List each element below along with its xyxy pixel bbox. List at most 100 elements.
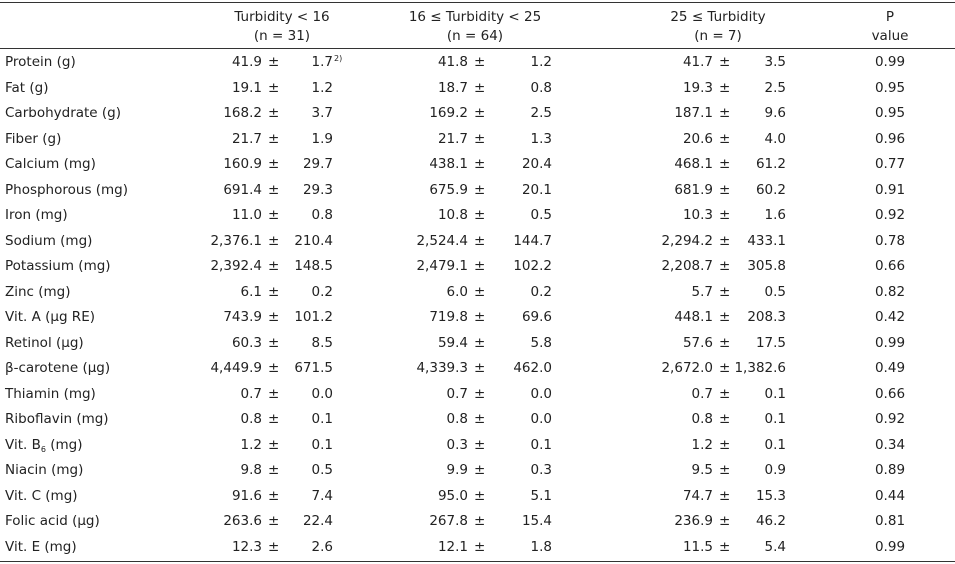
row-label-text: Retinol (μg) (5, 334, 84, 351)
row-label: Carbohydrate (g) (5, 104, 121, 122)
plus-minus: ± (268, 181, 280, 198)
mean-value: 21.7 (231, 130, 262, 147)
sd-value: 1.8 (530, 538, 552, 555)
mean-value: 2,672.0 (661, 360, 713, 376)
mean-value: 169.2 (429, 105, 468, 121)
sd-value: 0.1 (530, 436, 552, 453)
mean-value: 12.1 (437, 538, 468, 555)
plus-minus: ± (474, 513, 486, 529)
mean-value: 11.0 (231, 207, 262, 223)
sd-value: 144.7 (513, 232, 552, 249)
sd-value: 210.4 (294, 232, 333, 249)
plus-minus: ± (719, 181, 731, 198)
plus-minus: ± (719, 385, 731, 402)
sd-value: 208.3 (747, 309, 786, 325)
mean-value: 236.9 (674, 513, 713, 529)
row-label: Fat (g) (5, 79, 49, 97)
row-label-text: (mg) (45, 436, 83, 453)
mean-value: 20.6 (682, 130, 713, 147)
p-value: 0.42 (874, 309, 906, 325)
row-label-text: Zinc (mg) (5, 283, 71, 300)
mean-value: 41.9 (231, 54, 262, 70)
plus-minus: ± (268, 54, 280, 70)
plus-minus: ± (474, 79, 486, 96)
row-label: Vit. E (mg) (5, 538, 77, 556)
sd-value: 29.7 (302, 156, 333, 172)
sd-value: 305.8 (747, 258, 786, 274)
sd-value: 101.2 (294, 309, 333, 325)
sd-value: 29.3 (302, 181, 333, 198)
sd-value: 3.5 (764, 54, 786, 70)
column-header: (n = 31) (253, 28, 311, 44)
row-label: Folic acid (μg) (5, 512, 100, 530)
row-label-text: Carbohydrate (g) (5, 105, 122, 121)
plus-minus: ± (719, 283, 731, 300)
plus-minus: ± (268, 411, 280, 427)
mean-value: 681.9 (674, 181, 713, 198)
row-label: Vit. B6 (mg) (5, 436, 82, 459)
sd-value: 15.3 (755, 487, 786, 504)
plus-minus: ± (474, 105, 486, 121)
sd-value: 1,382.6 (734, 360, 786, 376)
sd-value: 9.6 (764, 105, 786, 121)
row-label-text: Vit. C (mg) (5, 487, 78, 504)
row-label-text: Vit. E (mg) (5, 538, 77, 555)
plus-minus: ± (474, 130, 486, 147)
mean-value: 1.2 (240, 436, 262, 453)
column-header: P (885, 9, 895, 25)
sd-value: 0.0 (530, 411, 552, 427)
p-value: 0.81 (874, 513, 906, 529)
p-value: 0.78 (874, 232, 906, 249)
column-header: 16 ≤ Turbidity < 25 (408, 9, 542, 25)
plus-minus: ± (474, 181, 486, 198)
plus-minus: ± (719, 411, 731, 427)
plus-minus: ± (719, 538, 731, 555)
sd-value: 15.4 (521, 513, 552, 529)
mean-value: 10.8 (437, 207, 468, 223)
mean-value: 9.9 (446, 462, 468, 478)
footnote-ref: 2) (334, 54, 343, 63)
sd-value: 22.4 (302, 513, 333, 529)
mean-value: 11.5 (682, 538, 713, 555)
sd-value: 2.5 (530, 105, 552, 121)
mean-value: 263.6 (223, 513, 262, 529)
plus-minus: ± (268, 487, 280, 504)
sd-value: 46.2 (755, 513, 786, 529)
plus-minus: ± (719, 360, 731, 376)
mean-value: 0.8 (240, 411, 262, 427)
sd-value: 2.5 (764, 79, 786, 96)
plus-minus: ± (268, 130, 280, 147)
mean-value: 18.7 (437, 79, 468, 96)
sd-value: 0.1 (764, 436, 786, 453)
mean-value: 95.0 (437, 487, 468, 504)
plus-minus: ± (719, 54, 731, 70)
plus-minus: ± (268, 385, 280, 402)
plus-minus: ± (474, 462, 486, 478)
sd-value: 462.0 (513, 360, 552, 376)
p-value: 0.89 (874, 462, 906, 478)
row-label: Potassium (mg) (5, 257, 111, 275)
plus-minus: ± (268, 462, 280, 478)
sd-value: 102.2 (513, 258, 552, 274)
row-label: Retinol (μg) (5, 334, 84, 352)
row-label-text: Fat (g) (5, 79, 49, 96)
row-label-text: β-carotene (μg) (5, 360, 111, 376)
mean-value: 438.1 (429, 156, 468, 172)
plus-minus: ± (719, 258, 731, 274)
mean-value: 60.3 (231, 334, 262, 351)
plus-minus: ± (268, 105, 280, 121)
mean-value: 719.8 (429, 309, 468, 325)
mean-value: 41.8 (437, 54, 468, 70)
mean-value: 2,479.1 (416, 258, 468, 274)
plus-minus: ± (474, 334, 486, 351)
p-value: 0.82 (874, 283, 906, 300)
sd-value: 0.5 (530, 207, 552, 223)
mean-value: 691.4 (223, 181, 262, 198)
row-label-subscript: 6 (40, 444, 46, 454)
p-value: 0.95 (874, 79, 906, 96)
sd-value: 1.7 (311, 54, 333, 70)
sd-value: 3.7 (311, 105, 333, 121)
row-label-text: Phosphorous (mg) (5, 181, 129, 198)
plus-minus: ± (719, 513, 731, 529)
sd-value: 4.0 (764, 130, 786, 147)
